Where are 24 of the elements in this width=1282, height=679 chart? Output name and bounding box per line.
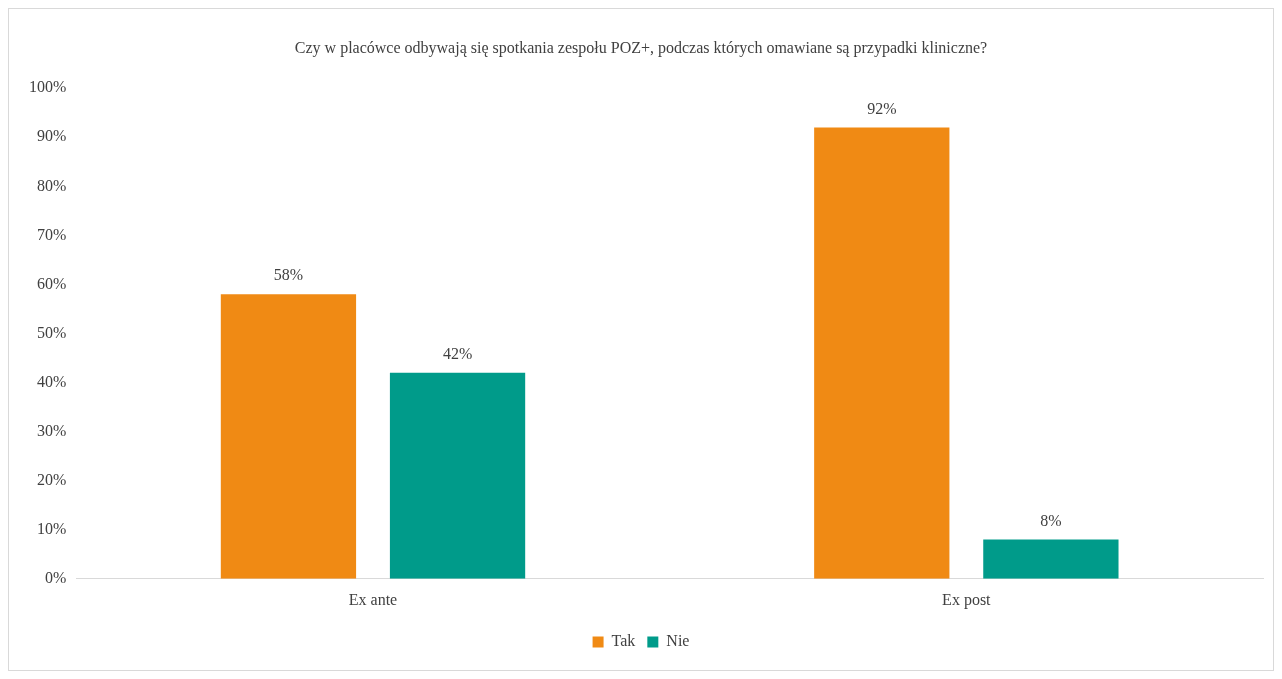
y-tick-label: 40%: [37, 372, 67, 390]
chart-title: Czy w placówce odbywają się spotkania zespołu POZ+, podczas których omawiane są przypadki kliniczne?: [294, 38, 988, 57]
data-label: 92%: [867, 99, 897, 117]
y-tick-label: 100%: [29, 78, 67, 96]
y-tick-label: 0%: [45, 569, 67, 586]
bar: [814, 127, 950, 579]
y-tick-label: 60%: [37, 274, 67, 292]
legend-label: Nie: [666, 632, 690, 650]
y-tick-label: 30%: [37, 421, 67, 439]
bar: [389, 372, 526, 579]
legend-label: Tak: [611, 632, 636, 650]
y-tick-label: 70%: [37, 225, 67, 243]
x-tick-label: Ex ante: [348, 590, 398, 608]
y-tick-label: 80%: [37, 176, 67, 194]
y-tick-label: 90%: [37, 127, 67, 145]
y-tick-label: 10%: [37, 519, 67, 537]
data-label: 8%: [1040, 511, 1062, 529]
bar: [983, 539, 1119, 579]
y-tick-label: 20%: [37, 470, 67, 488]
y-tick-label: 50%: [37, 323, 67, 341]
data-label: 58%: [273, 266, 304, 284]
bar: [220, 294, 357, 579]
data-label: 42%: [442, 344, 473, 362]
x-tick-label: Ex post: [942, 590, 992, 609]
